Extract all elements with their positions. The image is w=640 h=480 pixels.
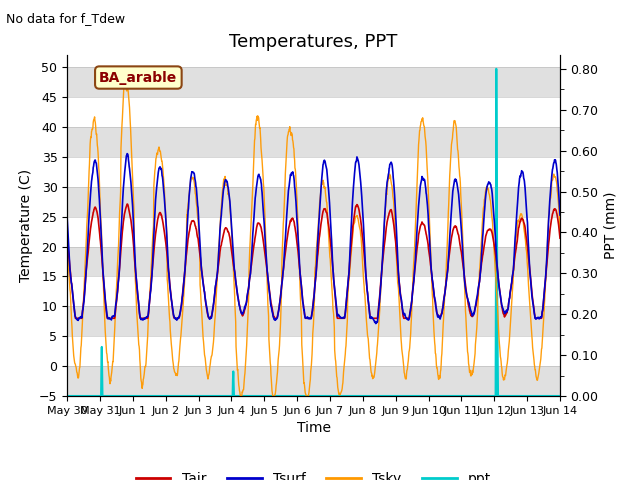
Bar [67,67,560,97]
Bar [67,366,560,396]
Y-axis label: PPT (mm): PPT (mm) [604,192,618,259]
X-axis label: Time: Time [296,421,331,435]
Title: Temperatures, PPT: Temperatures, PPT [229,33,398,51]
Bar [67,187,560,216]
Bar [67,127,560,157]
Text: BA_arable: BA_arable [99,71,177,84]
Bar [67,306,560,336]
Bar [67,247,560,276]
Text: No data for f_Tdew: No data for f_Tdew [6,12,125,25]
Legend: Tair, Tsurf, Tsky, ppt: Tair, Tsurf, Tsky, ppt [130,466,497,480]
Y-axis label: Temperature (C): Temperature (C) [19,169,33,282]
